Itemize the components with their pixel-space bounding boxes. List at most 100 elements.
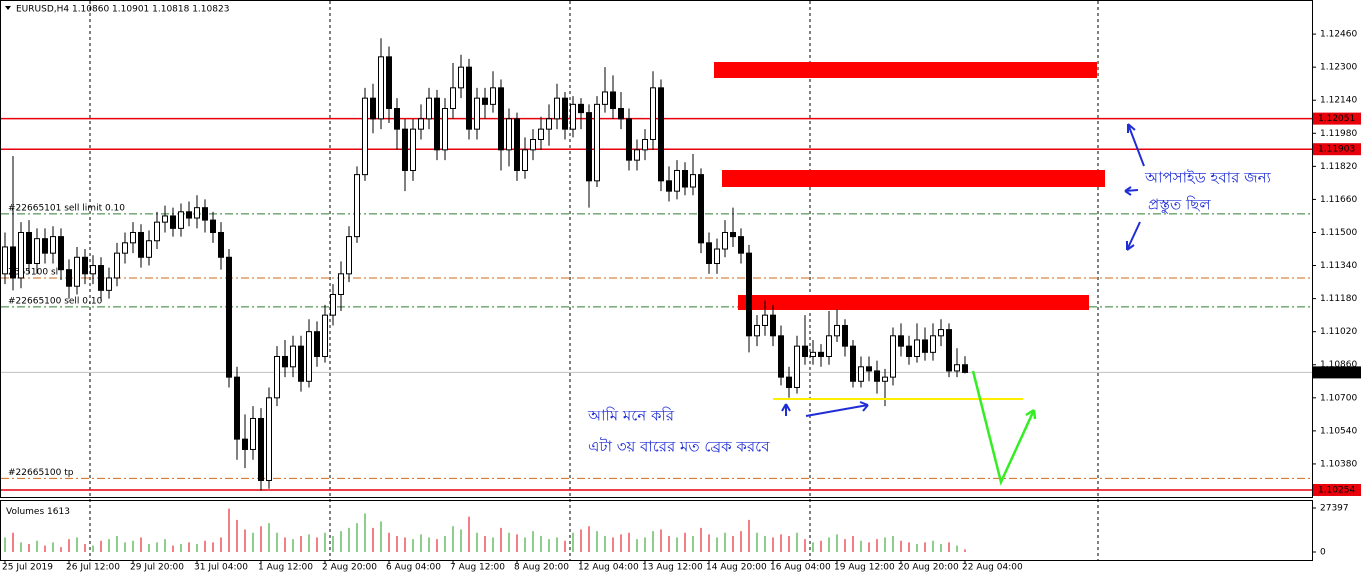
body xyxy=(618,107,624,120)
price-tag-label: 1.11903 xyxy=(1318,145,1355,155)
body xyxy=(18,231,24,279)
body xyxy=(178,211,184,229)
body xyxy=(954,364,960,372)
body xyxy=(146,240,152,258)
price-tag xyxy=(1313,483,1361,496)
y-tick-label: 1.12300 xyxy=(1320,63,1357,73)
menu-icon[interactable] xyxy=(5,6,11,10)
body xyxy=(402,128,408,171)
candles xyxy=(2,38,968,491)
volume-name: Volumes xyxy=(6,507,44,517)
annotation: এটা ৩য় বারের মত ব্রেক করবে xyxy=(588,438,770,456)
body xyxy=(962,364,968,373)
body xyxy=(882,376,888,382)
y-tick-label: 1.10380 xyxy=(1320,459,1357,469)
body xyxy=(906,345,912,357)
body xyxy=(370,97,376,120)
x-tick-label: 20 Aug 20:00 xyxy=(898,563,959,572)
body xyxy=(242,438,248,450)
body xyxy=(698,174,704,244)
y-tick-label: 1.12140 xyxy=(1320,96,1357,106)
body xyxy=(506,118,512,151)
annotation: আপসাইড হবার জন্য xyxy=(1144,169,1272,187)
body xyxy=(274,355,280,399)
body xyxy=(426,97,432,120)
body xyxy=(74,256,80,287)
body xyxy=(234,376,240,440)
body xyxy=(122,242,128,254)
price-tag xyxy=(1313,366,1361,379)
body xyxy=(802,345,808,357)
annotation: আমি মনে করি xyxy=(587,407,675,425)
order-label: 2665100 sl xyxy=(8,267,58,277)
body xyxy=(42,238,48,254)
body xyxy=(330,293,336,316)
body xyxy=(674,169,680,192)
body xyxy=(378,56,384,120)
x-tick-label: 13 Aug 12:00 xyxy=(642,563,703,572)
body xyxy=(338,273,344,295)
x-tick-label: 19 Aug 12:00 xyxy=(834,563,895,572)
x-tick-label: 25 Jul 2019 xyxy=(2,563,53,572)
body xyxy=(658,87,664,182)
y-tick-label: 1.10540 xyxy=(1320,426,1357,436)
body xyxy=(778,335,784,378)
projection-arrow xyxy=(971,370,1037,486)
body xyxy=(634,149,640,161)
x-tick-label: 26 Jul 12:00 xyxy=(66,563,120,572)
body xyxy=(34,238,40,264)
body xyxy=(114,252,120,279)
volume-title: Volumes 1613 xyxy=(6,507,70,517)
body xyxy=(530,138,536,151)
body xyxy=(930,335,936,353)
volume-last: 1613 xyxy=(47,507,70,517)
x-tick-label: 12 Aug 04:00 xyxy=(578,563,639,572)
body xyxy=(642,138,648,151)
body xyxy=(450,87,456,109)
body xyxy=(386,56,392,109)
body xyxy=(786,376,792,388)
body xyxy=(10,246,16,279)
y-tick-label: 1.11020 xyxy=(1320,327,1357,337)
y-tick-label: 1.11340 xyxy=(1320,261,1357,271)
x-tick-label: 29 Jul 20:00 xyxy=(130,563,184,572)
y-tick-label: 1.11980 xyxy=(1320,129,1357,139)
x-tick-label: 22 Aug 04:00 xyxy=(962,563,1023,572)
price-tag xyxy=(1313,112,1361,125)
body xyxy=(194,207,200,219)
body xyxy=(250,417,256,450)
body xyxy=(586,112,592,182)
body xyxy=(202,207,208,221)
body xyxy=(770,314,776,337)
body xyxy=(186,211,192,219)
body xyxy=(306,331,312,382)
body xyxy=(706,242,712,264)
body xyxy=(754,324,760,337)
body xyxy=(842,324,848,347)
volume-tick-label: 0 xyxy=(1320,548,1326,558)
body xyxy=(442,107,448,151)
body xyxy=(346,236,352,275)
x-tick-label: 2 Aug 20:00 xyxy=(322,563,377,572)
body xyxy=(106,277,112,291)
body xyxy=(866,366,872,372)
y-tick-label: 1.11820 xyxy=(1320,162,1357,172)
body xyxy=(282,355,288,368)
arrow xyxy=(805,401,869,417)
body xyxy=(50,236,56,254)
body xyxy=(834,324,840,337)
body xyxy=(810,351,816,357)
body xyxy=(746,252,752,337)
body xyxy=(82,256,88,275)
body xyxy=(418,118,424,130)
body xyxy=(714,248,720,264)
body xyxy=(922,339,928,353)
body xyxy=(818,351,824,357)
body xyxy=(458,66,464,89)
body xyxy=(162,215,168,223)
body xyxy=(898,335,904,347)
level-lines: #22665101 sell limit 0.10 2665100 sl #2266… xyxy=(1,117,1312,491)
body xyxy=(26,231,32,264)
body xyxy=(354,174,360,238)
